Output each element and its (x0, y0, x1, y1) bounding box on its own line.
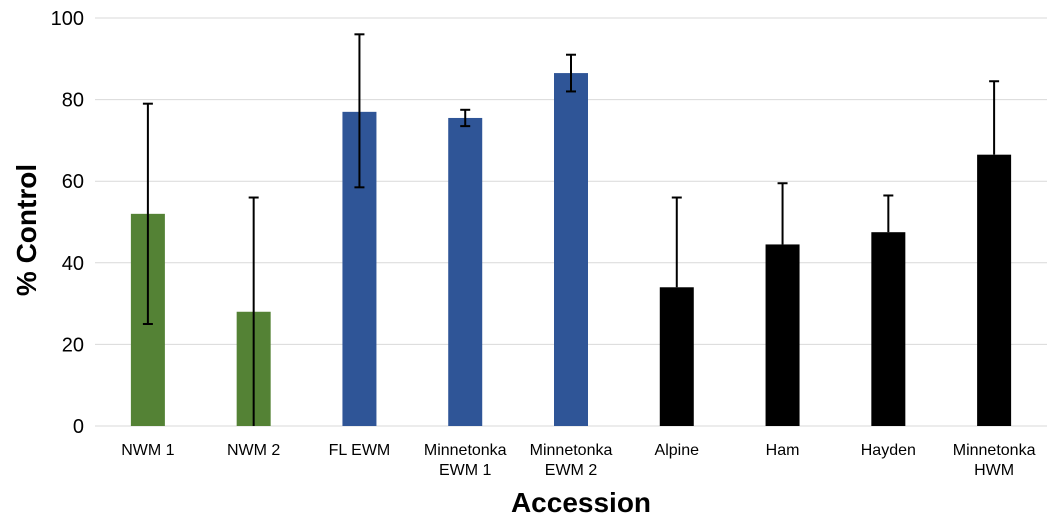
x-category-label: Minnetonka EWM 2 (530, 442, 613, 479)
x-category-label: Hayden (861, 442, 916, 459)
error-bar (777, 182, 788, 245)
y-axis-ticks: 0 20 40 60 80 100 (51, 8, 84, 438)
bar (765, 244, 800, 426)
error-bar (354, 33, 365, 189)
bar (977, 154, 1012, 426)
x-category-line: NWM 1 (121, 442, 174, 459)
y-axis-title: % Control (11, 164, 42, 296)
error-bar (566, 53, 576, 93)
x-category-line: EWM 2 (545, 462, 598, 479)
x-category-line: Minnetonka (424, 442, 507, 459)
x-category-label: NWM 1 (121, 442, 174, 459)
bar (448, 117, 483, 427)
x-category-label: Alpine (655, 442, 700, 459)
x-category-label: Minnetonka HWM (953, 442, 1036, 479)
bar (659, 287, 694, 426)
error-bar (883, 194, 894, 233)
bar (554, 73, 588, 426)
x-axis-categories: NWM 1 NWM 2 FL EWM Minnetonka EWM 1Minnetonk… (121, 442, 1035, 479)
x-category-line: Alpine (655, 442, 700, 459)
y-tick-label: 40 (62, 253, 84, 275)
x-category-label: FL EWM (329, 442, 391, 459)
bar (871, 232, 906, 426)
error-bar (460, 108, 471, 128)
x-category-line: HWM (974, 462, 1014, 479)
x-category-label: Ham (766, 442, 800, 459)
x-category-label: Minnetonka EWM 1 (424, 442, 507, 479)
x-category-line: FL EWM (329, 442, 391, 459)
x-category-line: Ham (766, 442, 800, 459)
x-category-line: Minnetonka (530, 442, 613, 459)
y-tick-label: 80 (62, 90, 84, 112)
x-category-line: Minnetonka (953, 442, 1036, 459)
error-bar (989, 80, 1000, 155)
bars (130, 73, 1012, 427)
error-bar (142, 102, 153, 325)
x-category-label: NWM 2 (227, 442, 280, 459)
error-bar (248, 196, 259, 426)
y-tick-label: 100 (51, 8, 84, 30)
x-axis-title: Accession (511, 487, 651, 518)
error-bars (142, 33, 1000, 426)
y-tick-label: 60 (62, 171, 84, 193)
y-tick-label: 0 (73, 416, 84, 438)
x-category-line: Hayden (861, 442, 916, 459)
x-category-line: NWM 2 (227, 442, 280, 459)
error-bar (671, 196, 682, 288)
x-category-line: EWM 1 (439, 462, 492, 479)
y-tick-label: 20 (62, 334, 84, 356)
